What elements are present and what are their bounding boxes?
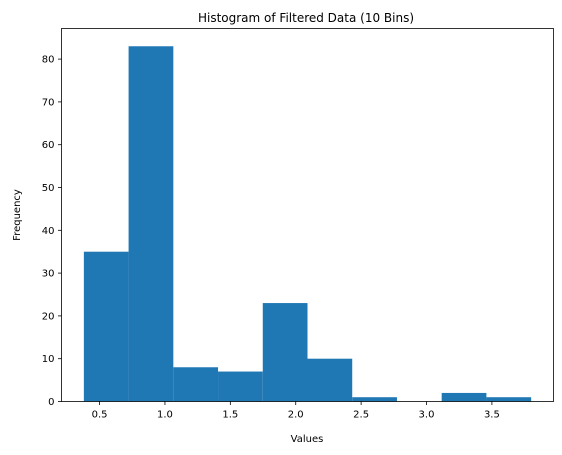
y-axis-ticks: 0 10 20 30 40 50 60 70 80: [42, 55, 62, 408]
x-axis-label: Values: [291, 434, 324, 445]
x-axis-ticks: 0.5 1.0 1.5 2.0 2.5 3.0 3.5: [92, 401, 500, 421]
y-tick-label: 50: [42, 183, 55, 194]
histogram-bar: [486, 397, 532, 402]
histogram-bar: [218, 371, 263, 402]
y-tick-label: 20: [42, 311, 55, 322]
y-tick-label: 70: [42, 97, 55, 108]
x-tick-label: 1.0: [157, 410, 173, 421]
y-tick-label: 60: [42, 140, 55, 151]
histogram-bar: [173, 367, 219, 402]
x-tick-label: 3.0: [419, 410, 435, 421]
y-tick-label: 0: [48, 397, 54, 408]
histogram-bar: [441, 392, 487, 402]
y-tick-label: 80: [42, 55, 55, 66]
y-tick-label: 40: [42, 226, 55, 237]
y-tick-label: 30: [42, 269, 55, 280]
x-tick-label: 1.5: [222, 410, 238, 421]
histogram-bar: [128, 46, 174, 402]
bars-group: [83, 46, 532, 402]
histogram-bar: [352, 397, 397, 402]
x-tick-label: 3.5: [484, 410, 500, 421]
chart-title: Histogram of Filtered Data (10 Bins): [198, 11, 414, 25]
y-axis-label: Frequency: [12, 189, 23, 241]
histogram-bar: [262, 303, 308, 402]
x-tick-label: 2.0: [288, 410, 304, 421]
histogram-bar: [83, 251, 129, 402]
x-tick-label: 2.5: [353, 410, 369, 421]
histogram-bar: [307, 358, 353, 402]
x-tick-label: 0.5: [92, 410, 108, 421]
y-tick-label: 10: [42, 354, 55, 365]
plot-frame: [61, 28, 554, 402]
